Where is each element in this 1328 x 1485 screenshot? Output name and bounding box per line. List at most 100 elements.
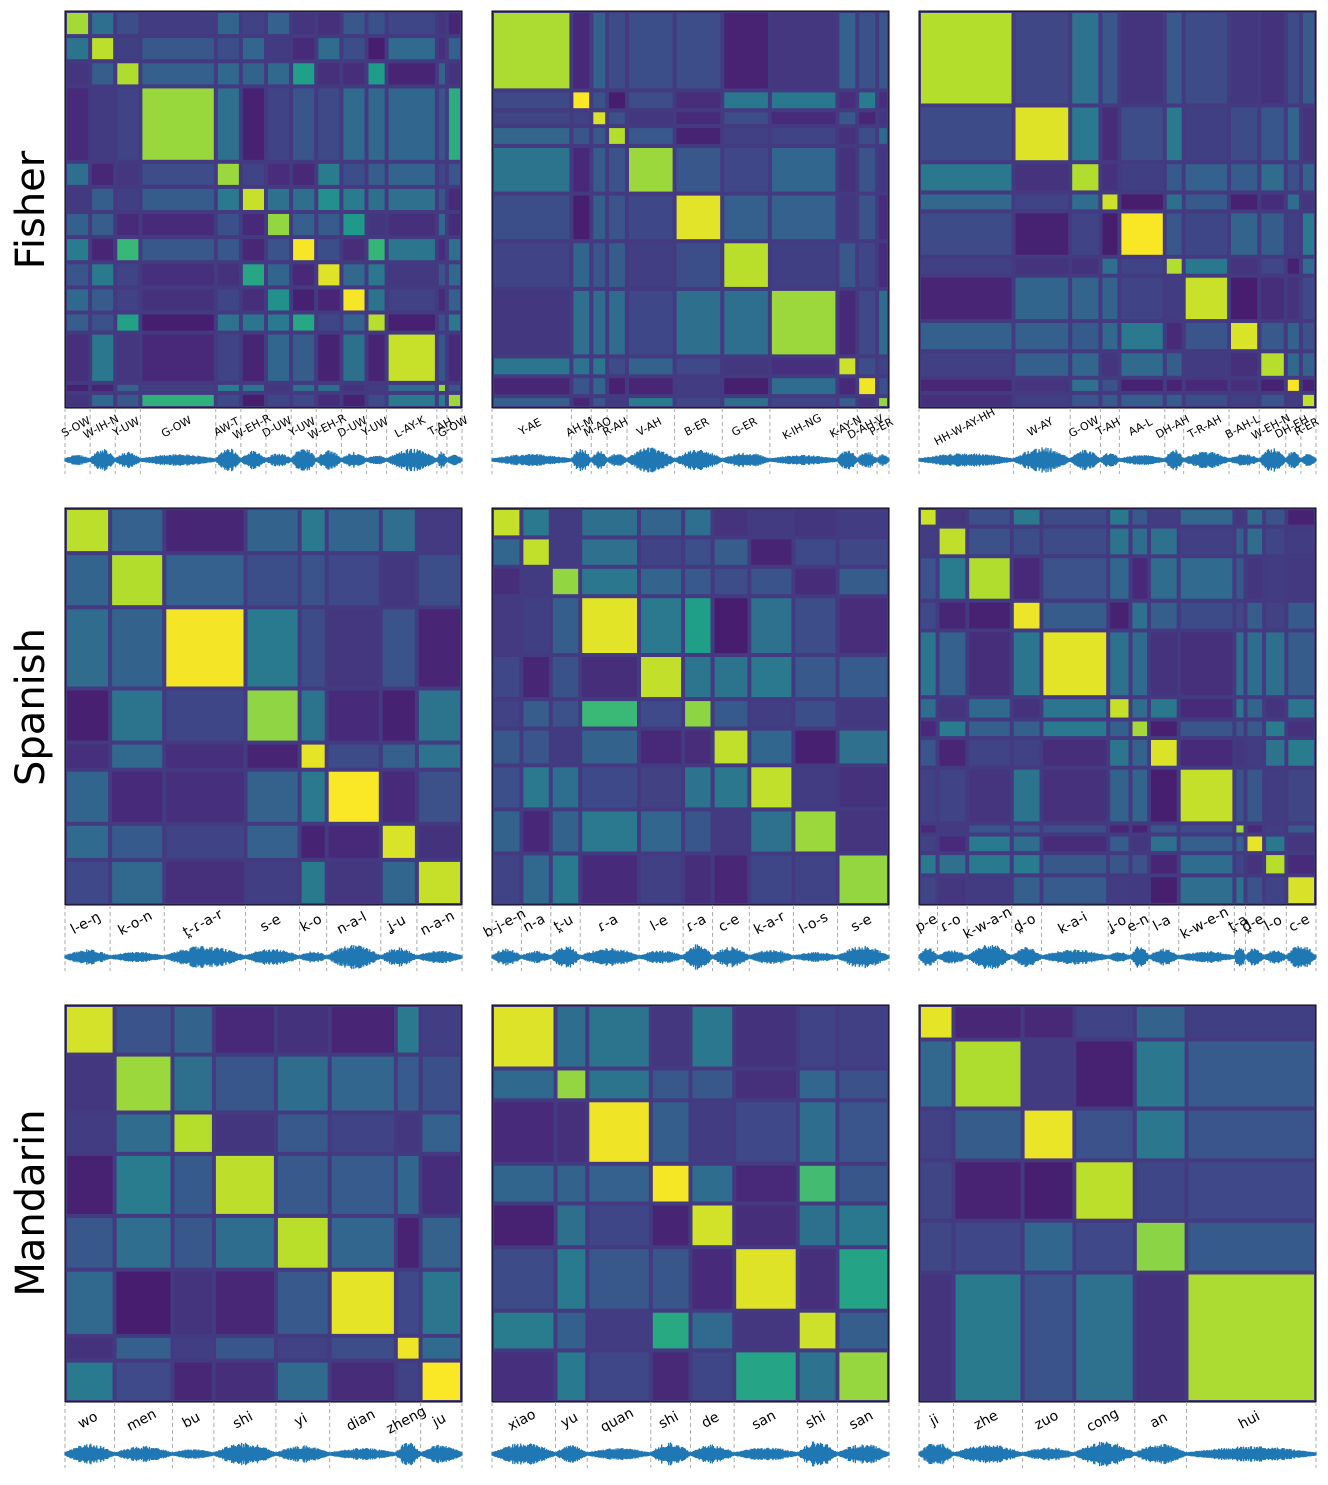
- heatmap-frame: [64, 507, 463, 906]
- heatmap-cell: [641, 598, 682, 653]
- heatmap-cell: [552, 568, 579, 595]
- heatmap-cell: [1166, 164, 1182, 191]
- heatmap-cell: [293, 334, 315, 381]
- heatmap-cell: [1188, 1007, 1314, 1038]
- heatmap-cell: [67, 314, 89, 331]
- heatmap-cell: [1013, 836, 1040, 852]
- heatmap-cell: [67, 771, 109, 822]
- heatmap-cell: [939, 855, 966, 874]
- heatmap-cell: [1180, 855, 1233, 874]
- heatmap-cell: [1043, 699, 1107, 718]
- heatmap-cell: [1013, 769, 1040, 822]
- heatmap-cell: [142, 38, 214, 60]
- heatmap-cell: [1132, 510, 1148, 525]
- heatmap-cell: [921, 528, 936, 555]
- heatmap-cell: [692, 1102, 733, 1162]
- heatmap-cell: [92, 88, 114, 160]
- heatmap-cell: [771, 92, 836, 109]
- heatmap-cell: [1132, 769, 1148, 822]
- segment-label: G-ER: [729, 415, 759, 439]
- heatmap-cell: [328, 690, 379, 741]
- heatmap-cell: [117, 88, 139, 160]
- heatmap-cell: [1121, 258, 1163, 274]
- heatmap-cell: [1132, 602, 1148, 629]
- heatmap-cell: [652, 1102, 689, 1162]
- segment-label: wo: [75, 1409, 100, 1433]
- heatmap-cell: [771, 398, 836, 406]
- segment-label: l-a: [1151, 912, 1174, 934]
- heatmap-cell: [268, 314, 290, 331]
- heatmap-cell: [921, 353, 1012, 376]
- heatmap-cell: [1302, 107, 1314, 161]
- heatmap-cell: [795, 730, 836, 764]
- heatmap-cell: [215, 1007, 274, 1053]
- segment-label: shi: [656, 1409, 681, 1433]
- heatmap-cell: [67, 384, 89, 391]
- heatmap-cell: [751, 598, 792, 653]
- heatmap-frame: [64, 10, 463, 409]
- audio-waveform: [64, 1442, 463, 1466]
- heatmap-cell: [652, 1070, 689, 1099]
- heatmap-cell: [117, 289, 139, 311]
- audio-waveform: [491, 447, 890, 473]
- heatmap-cell: [1013, 528, 1040, 555]
- heatmap-cell: [692, 1070, 733, 1099]
- heatmap-cell: [969, 825, 1010, 833]
- heatmap-frame: [918, 10, 1317, 409]
- heatmap-cell: [795, 767, 836, 808]
- heatmap-cell: [92, 239, 114, 261]
- heatmap-cell: [92, 63, 114, 85]
- segment-label: t̪-ɾ-a-r: [181, 906, 226, 940]
- heatmap-frame: [918, 1004, 1317, 1403]
- heatmap-cell: [1072, 107, 1099, 161]
- heatmap-cell: [589, 1312, 649, 1349]
- segment-label: AA-L: [1126, 415, 1155, 439]
- heatmap-cell: [1287, 107, 1299, 161]
- heatmap-cell: [117, 188, 139, 210]
- heatmap-cell: [1288, 877, 1314, 903]
- heatmap-cell: [1110, 721, 1129, 737]
- heatmap-cell: [1261, 213, 1284, 255]
- heatmap-cell: [676, 378, 721, 395]
- heatmap-cell: [1121, 213, 1163, 255]
- heatmap-cell: [418, 510, 460, 552]
- heatmap-cell: [795, 811, 836, 852]
- heatmap-cell: [388, 264, 435, 286]
- heatmap-cell: [839, 598, 887, 653]
- heatmap-cell: [751, 510, 792, 536]
- heatmap-cell: [494, 290, 570, 355]
- heatmap-cell: [438, 394, 445, 406]
- heatmap-cell: [301, 609, 325, 687]
- heatmap-cell: [751, 767, 792, 808]
- heatmap-cell: [174, 1271, 212, 1334]
- heatmap-cell: [652, 1007, 689, 1067]
- heatmap-cell: [609, 378, 625, 395]
- heatmap-cell: [1185, 258, 1228, 274]
- audio-waveform: [918, 447, 1317, 473]
- heatmap-cell: [1110, 825, 1129, 833]
- heatmap-cell: [969, 699, 1010, 718]
- segment-label: DH-AH: [1153, 413, 1191, 442]
- heatmap-cell: [112, 771, 163, 822]
- heatmap-cell: [422, 1155, 460, 1214]
- heatmap-cell: [328, 771, 379, 822]
- heatmap-cell: [795, 657, 836, 698]
- heatmap-cell: [1136, 1222, 1185, 1271]
- heatmap-cell: [921, 769, 936, 822]
- heatmap-cell: [67, 214, 89, 236]
- heatmap-cell: [494, 1102, 554, 1162]
- heatmap-cell: [448, 38, 460, 60]
- heatmap-cell: [1110, 602, 1129, 629]
- heatmap-cell: [388, 384, 435, 391]
- heatmap-cell: [1247, 855, 1263, 874]
- heatmap-cell: [382, 861, 415, 903]
- heatmap-cell: [142, 264, 214, 286]
- heatmap-cell: [1231, 194, 1258, 210]
- heatmap-cell: [268, 163, 290, 185]
- heatmap-cell: [523, 767, 549, 808]
- heatmap-cell: [494, 1249, 554, 1309]
- heatmap-cell: [247, 861, 298, 903]
- heatmap-cell: [388, 13, 435, 35]
- heatmap-cell: [117, 314, 139, 331]
- heatmap-cell: [343, 214, 365, 236]
